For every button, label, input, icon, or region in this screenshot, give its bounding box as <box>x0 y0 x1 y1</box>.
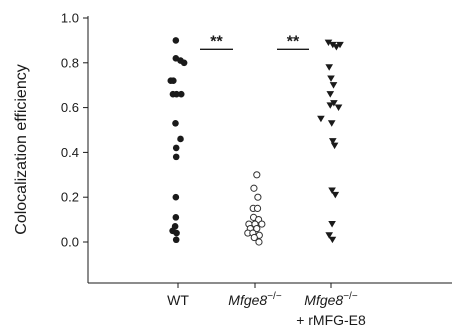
rescue-data-point <box>330 142 339 150</box>
rescue-data-point <box>336 41 344 49</box>
rescue-data-point <box>334 104 343 112</box>
rescue-data-point <box>326 91 335 98</box>
rescue-data-point <box>330 100 338 107</box>
rescue-data-point <box>329 41 337 49</box>
y-tick-label: 0.4 <box>61 145 79 160</box>
mfge8-ko-data-point <box>253 171 261 179</box>
wt-data-point <box>177 135 184 143</box>
rescue-data-point <box>331 191 340 199</box>
rescue-data-point <box>324 39 333 47</box>
x-category-labels: WT Mfge8−/− Mfge8−/− + rMFG-E8 <box>167 283 366 328</box>
wt-data-point <box>172 193 180 201</box>
wt-data-point <box>177 90 185 98</box>
rescue-data-point <box>332 44 341 51</box>
rescue-data-point <box>327 75 335 82</box>
mfge8-ko-data-point <box>250 184 258 192</box>
y-ticks: 0.0 0.2 0.4 0.6 0.8 1.0 <box>61 11 88 250</box>
mfge8-ko-data-point <box>253 224 261 233</box>
rescue-data-point <box>325 64 333 71</box>
wt-data-point <box>170 77 177 85</box>
significance-label: ** <box>210 33 223 50</box>
wt-data-point <box>172 37 180 44</box>
x-category-label: Mfge8−/− <box>228 291 282 308</box>
rescue-data-point <box>328 236 337 244</box>
rescue-data-point <box>328 221 336 228</box>
rescue-data-point <box>325 232 333 239</box>
wt-data-point <box>172 119 179 127</box>
mfge8-ko-data-point <box>258 220 266 228</box>
wt-data-point <box>172 236 180 244</box>
rescue-data-point <box>328 187 336 194</box>
y-tick-label: 0.2 <box>61 190 79 205</box>
y-tick-label: 0.6 <box>61 100 79 115</box>
mfge8-ko-data-point <box>255 238 263 246</box>
y-tick-label: 0.8 <box>61 55 79 70</box>
axes <box>87 16 452 284</box>
significance-label: ** <box>287 33 300 50</box>
y-tick-label: 0.0 <box>61 235 79 250</box>
wt-data-point <box>172 153 180 161</box>
rescue-data-point <box>329 138 337 145</box>
x-category-label-line2: + rMFG-E8 <box>296 312 366 328</box>
rescue-data-point <box>327 120 336 127</box>
rescue-data-point <box>317 115 325 123</box>
mfge8-ko-data-point <box>254 193 262 201</box>
x-category-label: Mfge8−/− <box>304 291 358 308</box>
wt-data-point <box>173 90 180 98</box>
y-tick-label: 1.0 <box>61 11 79 26</box>
mfge8-ko-data-point <box>253 204 262 212</box>
wt-data-point <box>180 59 188 67</box>
wt-data-point <box>172 214 180 221</box>
mfge8-ko-data-point <box>250 233 258 242</box>
rescue-data-point <box>329 82 338 89</box>
data-points <box>167 37 344 246</box>
wt-data-point <box>172 144 180 152</box>
rescue-data-point <box>326 102 335 109</box>
y-axis-label: Colocalization efficiency <box>13 64 30 234</box>
wt-data-point <box>173 229 180 237</box>
x-category-label: WT <box>167 292 189 308</box>
significance-bars: ** ** <box>200 33 309 50</box>
